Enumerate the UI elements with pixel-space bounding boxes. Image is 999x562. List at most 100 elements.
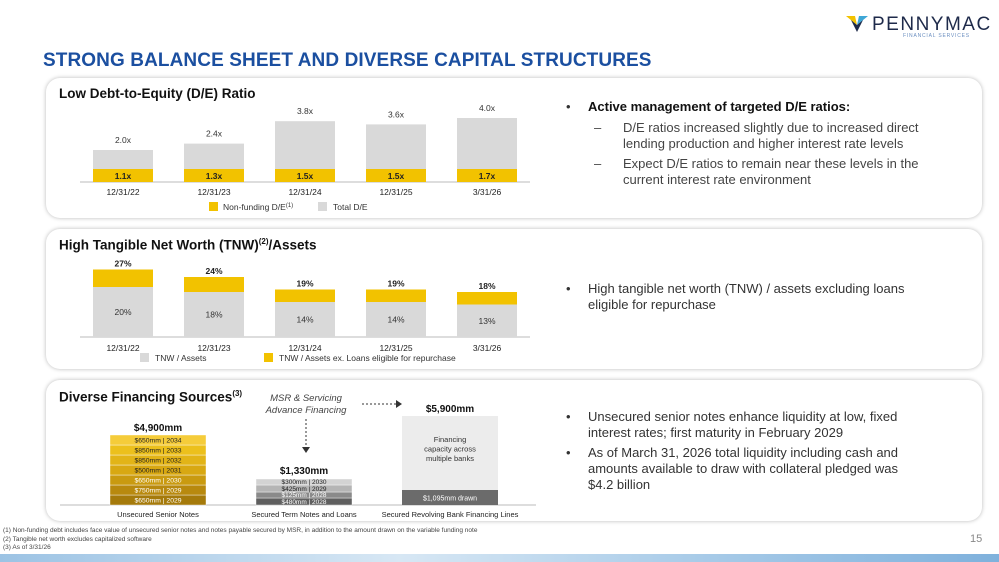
de-subbullet-1-line-2: lending production and higher interest r…	[623, 136, 904, 151]
tnw-x-tick-label: 12/31/23	[197, 343, 230, 353]
de-total-label: 3.8x	[297, 106, 314, 116]
de-x-tick-label: 12/31/23	[197, 187, 230, 197]
revolving-capacity-label: Financing	[434, 435, 467, 444]
de-nonfunding-bar	[93, 169, 153, 182]
revolving-total-label: $5,900mm	[426, 404, 474, 415]
footnotes: (1) Non-funding debt includes face value…	[3, 527, 477, 553]
unsecured-tranche-label: $650mm | 2029	[134, 498, 181, 505]
footnote-2: (2) Tangible net worth excludes capitali…	[3, 535, 152, 543]
bullet-dot: •	[566, 409, 571, 424]
de-total-label: 4.0x	[479, 103, 496, 113]
tnw-ex-bar-label: 24%	[205, 266, 222, 276]
de-legend-swatch-total	[318, 202, 327, 211]
fin-bullet-1-line-2: interest rates; first maturity in Februa…	[588, 425, 844, 440]
de-nonfunding-bar	[275, 169, 335, 182]
de-nonfunding-label: 1.7x	[479, 171, 496, 181]
unsecured-tranche-label: $500mm | 2031	[134, 468, 181, 475]
fin-bullet-2-line-2: amounts available to draw with collatera…	[588, 461, 899, 476]
tnw-ex-bar	[93, 269, 153, 287]
unsecured-total-label: $4,900mm	[134, 423, 182, 434]
bullet-dot: •	[566, 281, 571, 296]
de-legend-swatch-nonfunding	[209, 202, 218, 211]
dash-mark: –	[594, 156, 602, 171]
revolving-drawn-label: $1,095mm drawn	[423, 496, 477, 503]
de-nonfunding-label: 1.1x	[115, 171, 132, 181]
de-x-tick-label: 12/31/22	[106, 187, 139, 197]
de-nonfunding-bar	[457, 169, 517, 182]
tnw-legend-swatch-ex	[264, 353, 273, 362]
tnw-bullet-line-1: High tangible net worth (TNW) / assets e…	[588, 281, 905, 296]
tnw-bar-label: 14%	[387, 315, 404, 325]
unsecured-tranche-label: $850mm | 2033	[134, 448, 181, 455]
tnw-ex-bar-label: 18%	[478, 281, 495, 291]
msr-down-arrow-icon	[302, 447, 310, 453]
tnw-bar-label: 18%	[205, 310, 222, 320]
footnote-1: (1) Non-funding debt includes face value…	[3, 527, 478, 534]
revolving-drawn-bar	[402, 490, 498, 505]
pennymac-mark-icon	[846, 16, 868, 32]
logo-text: PENNYMAC	[872, 14, 992, 35]
tnw-ex-bar	[184, 277, 244, 292]
tnw-x-tick-label: 12/31/25	[379, 343, 412, 353]
de-legend-nonfunding: Non-funding D/E(1)	[223, 202, 293, 212]
unsecured-tranche-bar	[109, 434, 207, 446]
de-x-tick-label: 12/31/25	[379, 187, 412, 197]
secured-tranche-bar	[255, 478, 353, 486]
de-legend-total: Total D/E	[333, 202, 368, 212]
de-nonfunding-label: 1.5x	[388, 171, 405, 181]
tnw-ex-bar	[457, 292, 517, 305]
tnw-bar	[275, 302, 335, 337]
secured-tranche-label: $425mm | 2029	[281, 486, 326, 493]
revolving-capacity-label: multiple banks	[426, 454, 474, 463]
tnw-legend-tnw: TNW / Assets	[155, 353, 206, 363]
fin-bullet-1-line-1: Unsecured senior notes enhance liquidity…	[588, 409, 898, 424]
fin-x-tick-label: Secured Revolving Bank Financing Lines	[382, 510, 519, 519]
msr-label-line-1: MSR & Servicing	[270, 393, 343, 404]
de-total-label: 2.4x	[206, 129, 223, 139]
secured-total-label: $1,330mm	[280, 466, 328, 477]
de-x-tick-label: 12/31/24	[288, 187, 321, 197]
fin-chart: $650mm | 2029 $750mm | 2029 $650mm | 2030 $…	[60, 393, 536, 519]
fin-x-tick-label: Unsecured Senior Notes	[117, 510, 199, 519]
de-subbullet-1-line-1: D/E ratios increased slightly due to inc…	[623, 120, 919, 135]
unsecured-tranche-label: $650mm | 2034	[134, 438, 181, 445]
bullet-dot: •	[566, 99, 571, 114]
footnote-3: (3) As of 3/31/26	[3, 544, 51, 551]
tnw-bar	[184, 292, 244, 337]
unsecured-tranche-label: $650mm | 2030	[134, 478, 181, 485]
fin-x-tick-label: Secured Term Notes and Loans	[251, 510, 357, 519]
tnw-bar-label: 13%	[478, 316, 495, 326]
de-bullet-text: Active management of targeted D/E ratios…	[588, 99, 851, 114]
secured-tranche-label: $480mm | 2028	[281, 499, 326, 506]
de-total-label: 2.0x	[115, 135, 132, 145]
de-legend-sup: (1)	[286, 203, 293, 209]
tnw-ex-bar-label: 19%	[296, 279, 313, 289]
pennymac-logo: PENNYMAC FINANCIAL SERVICES	[846, 14, 990, 42]
de-nonfunding-bar	[184, 169, 244, 182]
tnw-bar	[366, 302, 426, 337]
msr-label-line-2: Advance Financing	[265, 405, 348, 416]
fin-title-sup: (3)	[232, 389, 243, 398]
tnw-bar	[457, 304, 517, 337]
tnw-ex-bar	[275, 289, 335, 302]
tnw-x-tick-label: 12/31/24	[288, 343, 321, 353]
tnw-legend-swatch-tnw	[140, 353, 149, 362]
tnw-bar-label: 20%	[114, 307, 131, 317]
msr-right-arrow-icon	[396, 400, 402, 408]
dash-mark: –	[594, 120, 602, 135]
de-section-title: Low Debt-to-Equity (D/E) Ratio	[59, 86, 256, 101]
unsecured-tranche-label: $850mm | 2032	[134, 458, 181, 465]
revolving-capacity-label: capacity across	[424, 445, 476, 454]
de-total-label: 3.6x	[388, 109, 405, 119]
secured-tranche-label: $125mm | 2028	[281, 492, 326, 499]
de-subbullet-2-line-2: current interest rate environment	[623, 172, 811, 187]
bottom-band	[0, 554, 999, 562]
tnw-title-suffix: /Assets	[268, 237, 317, 253]
de-x-tick-label: 3/31/26	[473, 187, 502, 197]
tnw-legend-ex: TNW / Assets ex. Loans eligible for repu…	[279, 353, 456, 363]
tnw-title-text: High Tangible Net Worth (TNW)	[59, 237, 259, 253]
tnw-ex-bar-label: 27%	[114, 259, 131, 269]
unsecured-tranche-label: $750mm | 2029	[134, 488, 181, 495]
page-number: 15	[970, 533, 983, 545]
tnw-x-tick-label: 12/31/22	[106, 343, 139, 353]
